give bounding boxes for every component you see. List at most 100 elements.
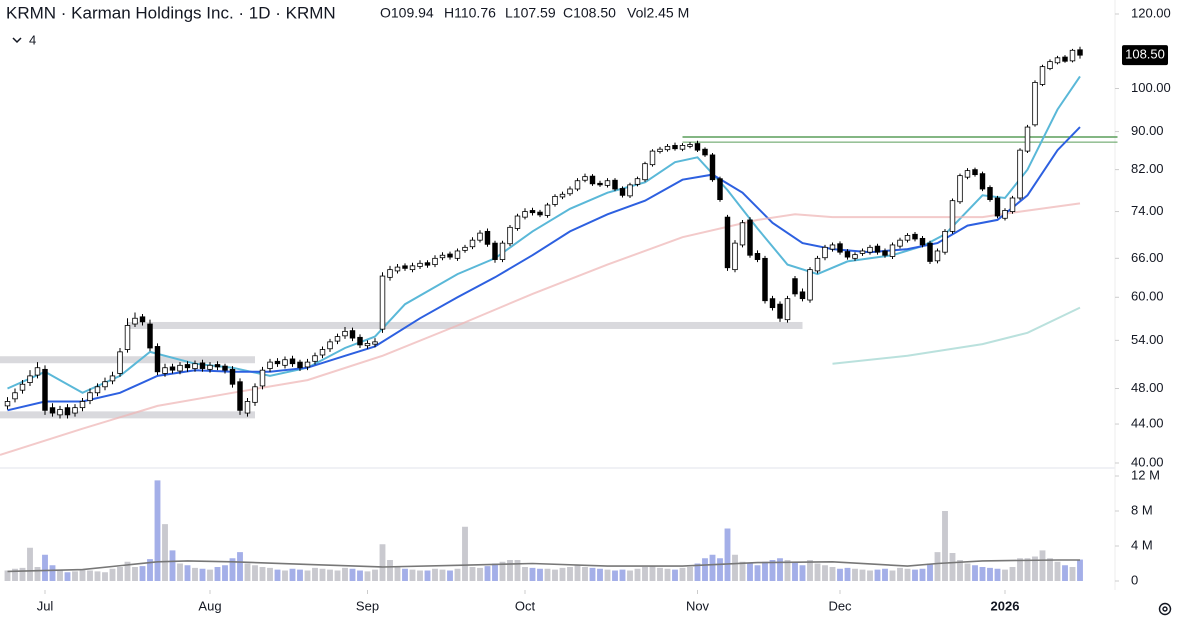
- volume-bar: [49, 565, 56, 581]
- volume-bar: [769, 560, 776, 581]
- candle-body: [499, 242, 506, 260]
- volume-bar: [912, 569, 918, 581]
- indicator-count[interactable]: 4: [29, 32, 36, 47]
- volume-bar: [642, 567, 648, 581]
- volume-bar: [612, 570, 618, 581]
- volume-bar: [267, 567, 273, 581]
- candle-body: [49, 407, 56, 414]
- moving-average: [0, 202, 1081, 456]
- candle-body: [222, 365, 228, 371]
- candle-body: [822, 246, 828, 259]
- candle-body: [154, 346, 161, 373]
- volume-bar: [469, 567, 476, 581]
- candle-body: [237, 381, 243, 411]
- volume-bar: [822, 565, 828, 581]
- candle-body: [1077, 49, 1083, 56]
- candle-body: [694, 143, 701, 151]
- last-price-box: [1122, 45, 1168, 66]
- candle-body: [19, 383, 26, 391]
- volume-bar: [214, 567, 221, 581]
- volume-bar: [319, 568, 326, 581]
- candle-body: [927, 242, 933, 262]
- candle-body: [349, 330, 356, 339]
- y-tick-label: 54.00: [1131, 332, 1164, 347]
- candle-body: [882, 250, 888, 256]
- candle-body: [79, 401, 86, 409]
- candle-body: [319, 349, 326, 356]
- volume-bar: [994, 568, 1001, 581]
- volume-bar: [169, 550, 176, 581]
- volume-bar: [387, 560, 393, 581]
- volume-bar: [1024, 558, 1031, 581]
- candle-body: [4, 401, 11, 407]
- volume-tick-label: 8 M: [1131, 502, 1153, 517]
- gear-inner[interactable]: [1162, 606, 1168, 612]
- volume-bar: [372, 569, 378, 581]
- candle-body: [829, 244, 836, 250]
- moving-average: [832, 306, 1081, 365]
- volume-bar: [87, 570, 93, 581]
- volume-bar: [1054, 561, 1061, 581]
- volume-bar: [582, 567, 588, 581]
- volume-bar: [244, 563, 251, 581]
- candle-body: [147, 323, 153, 349]
- volume-bar: [34, 567, 41, 581]
- volume-bar: [1077, 559, 1083, 581]
- volume-bar: [109, 568, 116, 581]
- candle-body: [994, 197, 1001, 217]
- volume-bar: [462, 526, 468, 581]
- candle-body: [207, 364, 213, 370]
- y-tick-label: 66.00: [1131, 250, 1164, 265]
- legend-item: C108.50: [563, 5, 616, 21]
- volume-bar: [342, 567, 348, 581]
- volume-bar: [64, 572, 71, 581]
- volume-bar: [942, 511, 948, 581]
- volume-bar: [559, 567, 566, 581]
- candle-body: [267, 361, 273, 369]
- volume-bar: [544, 568, 551, 581]
- candle-body: [282, 359, 288, 366]
- volume-bar: [289, 568, 296, 581]
- candle-body: [229, 368, 236, 385]
- volume-bar: [282, 570, 288, 581]
- collapse-icon[interactable]: [12, 37, 22, 44]
- candle-body: [424, 262, 431, 266]
- candle-body: [987, 187, 993, 201]
- volume-bar: [634, 568, 641, 581]
- y-tick-label: 40.00: [1131, 454, 1164, 469]
- volume-bar: [919, 568, 926, 581]
- gear-outer[interactable]: [1158, 602, 1172, 616]
- volume-bar: [229, 558, 236, 581]
- volume-bar: [627, 570, 633, 581]
- volume-bar: [537, 568, 543, 581]
- candle-body: [102, 381, 108, 388]
- settings-icon[interactable]: [1158, 602, 1172, 616]
- candle-body: [64, 407, 71, 416]
- volume-bar: [867, 570, 873, 581]
- candle-body: [627, 184, 633, 197]
- volume-bar: [19, 567, 26, 581]
- candle-body: [582, 176, 588, 181]
- volume-bar: [507, 560, 513, 581]
- candle-body: [492, 242, 498, 260]
- candle-body: [717, 178, 723, 201]
- volume-bar: [147, 559, 153, 581]
- candle-body: [447, 253, 453, 258]
- candle-body: [109, 375, 116, 382]
- volume-bar: [889, 570, 896, 581]
- x-tick-label: Nov: [686, 598, 710, 613]
- candle-body: [274, 360, 281, 365]
- last-price-label: 108.50: [1125, 47, 1165, 62]
- candle-body: [604, 180, 611, 186]
- volume-bar: [132, 567, 138, 581]
- volume-bar: [439, 569, 446, 581]
- y-tick-label: 74.00: [1131, 203, 1164, 218]
- volume-bar: [432, 568, 438, 581]
- candle-body: [409, 265, 416, 271]
- legend-item: H110.76: [444, 5, 496, 21]
- x-tick-label: Oct: [515, 598, 536, 613]
- legend-item: Vol2.45 M: [627, 5, 689, 21]
- volume-bar: [312, 567, 318, 581]
- candle-body: [372, 341, 378, 345]
- candle-body: [574, 180, 581, 190]
